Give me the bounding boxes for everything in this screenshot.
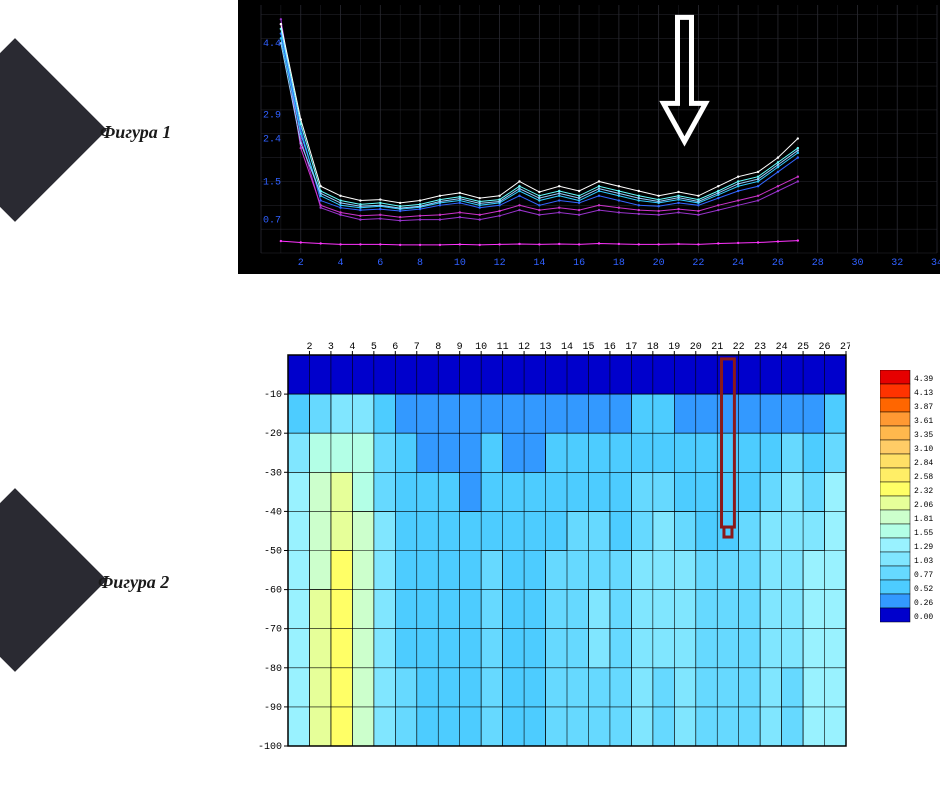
caption-fig1: Фигура 1 [100,122,171,143]
svg-text:3.61: 3.61 [914,417,933,426]
svg-text:10: 10 [454,258,466,269]
svg-text:-50: -50 [264,547,282,558]
svg-text:34: 34 [931,258,940,269]
svg-text:2.9: 2.9 [263,111,281,122]
svg-text:20: 20 [653,258,665,269]
svg-text:-100: -100 [258,742,282,750]
figure2-contour-map: 2345678910111213141516171819202122232425… [250,335,850,750]
svg-text:2: 2 [298,258,304,269]
svg-text:12: 12 [494,258,506,269]
svg-text:32: 32 [891,258,903,269]
svg-text:0.52: 0.52 [914,585,933,594]
svg-text:3.10: 3.10 [914,445,933,454]
svg-text:14: 14 [533,258,545,269]
svg-text:3.87: 3.87 [914,403,933,412]
svg-text:-20: -20 [264,429,282,440]
svg-text:-90: -90 [264,703,282,714]
caption-fig2: Фигура 2 [98,572,169,593]
svg-text:1.55: 1.55 [914,529,933,538]
svg-text:1.5: 1.5 [263,177,281,188]
svg-text:1.29: 1.29 [914,543,933,552]
chevron-fig1 [0,38,107,222]
svg-text:-10: -10 [264,390,282,401]
svg-text:4.4: 4.4 [263,39,281,50]
svg-text:-40: -40 [264,507,282,518]
svg-text:4: 4 [338,258,344,269]
svg-text:2.06: 2.06 [914,501,933,510]
svg-text:28: 28 [812,258,824,269]
svg-text:27: 27 [840,342,850,353]
svg-text:3.35: 3.35 [914,431,933,440]
svg-text:8: 8 [417,258,423,269]
svg-text:22: 22 [692,258,704,269]
svg-text:26: 26 [772,258,784,269]
svg-text:30: 30 [851,258,863,269]
svg-text:-80: -80 [264,664,282,675]
svg-text:0.7: 0.7 [263,216,281,227]
svg-text:1.03: 1.03 [914,557,933,566]
svg-text:0.77: 0.77 [914,571,933,580]
svg-text:-70: -70 [264,625,282,636]
svg-text:2.4: 2.4 [263,135,281,146]
svg-text:2.84: 2.84 [914,459,933,468]
chevron-fig2 [0,488,107,672]
svg-text:4.13: 4.13 [914,389,933,398]
annotation-arrow [663,17,705,141]
svg-text:24: 24 [732,258,744,269]
svg-text:18: 18 [613,258,625,269]
svg-text:2.32: 2.32 [914,487,933,496]
svg-text:6: 6 [377,258,383,269]
figure1-line-chart: 2468101214161820222426283032340.71.52.42… [238,0,940,274]
figure2-colorbar-legend: 4.39 4.13 3.87 3.61 3.35 3.10 2.84 2.58 2.32 2.06… [880,370,940,633]
svg-text:0.00: 0.00 [914,613,933,622]
svg-text:1.81: 1.81 [914,515,933,524]
svg-text:-60: -60 [264,586,282,597]
svg-text:2.58: 2.58 [914,473,933,482]
svg-text:16: 16 [573,258,585,269]
svg-text:4.39: 4.39 [914,375,933,384]
svg-text:0.26: 0.26 [914,599,933,608]
svg-text:-30: -30 [264,468,282,479]
